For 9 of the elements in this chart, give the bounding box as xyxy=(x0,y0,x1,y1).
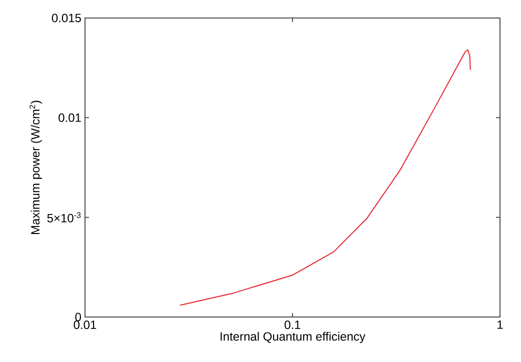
y-tick-label: 0 xyxy=(75,312,81,322)
x-tick-label: 1 xyxy=(498,320,503,329)
y-axis-title: Maximum power (W/cm$^{2}$) xyxy=(30,100,42,234)
y-tick-label: 0.01 xyxy=(58,113,81,122)
x-axis-title: Internal Quantum efficiency xyxy=(220,332,366,344)
x-tick-label: 0.01 xyxy=(74,320,96,330)
y-tick-label: 5×10$^{-3}$ xyxy=(47,212,81,222)
y-tick-label: 0.015 xyxy=(52,14,81,22)
x-tick-label: 0.1 xyxy=(284,320,300,330)
